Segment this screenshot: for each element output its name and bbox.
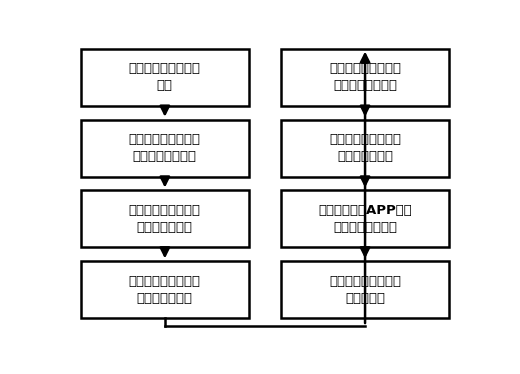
Bar (81, 261, 249, 318)
Bar (81, 49, 249, 106)
Bar (281, 261, 449, 318)
Text: 发送位置信息与车牌
识别请求到服务器: 发送位置信息与车牌 识别请求到服务器 (129, 133, 201, 163)
Text: 服务器返回停车位置
与寻车路径: 服务器返回停车位置 与寻车路径 (329, 275, 401, 305)
Text: 用户打开手机APP并输
入车牌号进行寻车: 用户打开手机APP并输 入车牌号进行寻车 (318, 204, 412, 234)
Bar (281, 190, 449, 247)
Text: 智能小车摄像头识别
停车位上的车牌号: 智能小车摄像头识别 停车位上的车牌号 (329, 62, 401, 92)
Bar (81, 120, 249, 177)
Text: 服务器启动智能小车
并规划前进线路: 服务器启动智能小车 并规划前进线路 (129, 204, 201, 234)
Bar (281, 49, 449, 106)
Text: 智能小车按规划好的
线路找到停车位: 智能小车按规划好的 线路找到停车位 (129, 275, 201, 305)
Text: 停车位传感器检测到
有车: 停车位传感器检测到 有车 (129, 62, 201, 92)
Bar (281, 120, 449, 177)
Text: 服务器关联并存储位
置信息与车牌号: 服务器关联并存储位 置信息与车牌号 (329, 133, 401, 163)
Bar (81, 190, 249, 247)
